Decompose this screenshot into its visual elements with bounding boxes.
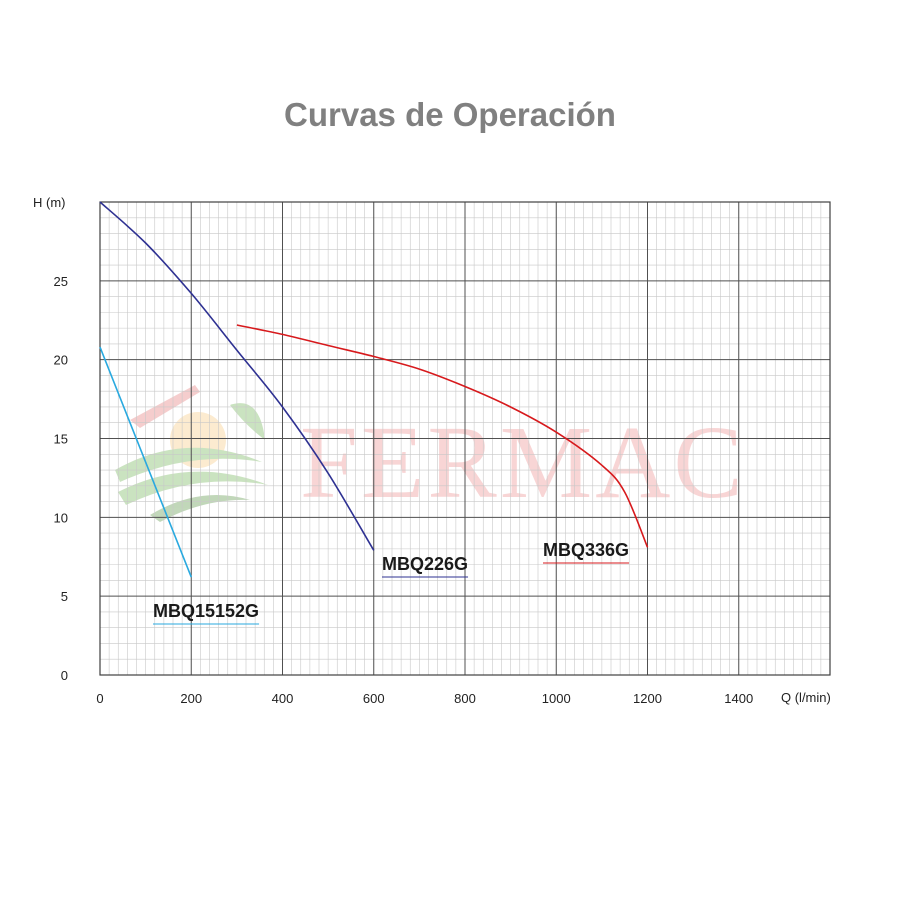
series-label-mbq226g: MBQ226G xyxy=(382,554,468,574)
watermark-text: FERMAC xyxy=(300,405,746,520)
x-tick-label: 600 xyxy=(363,691,385,706)
y-tick-label: 15 xyxy=(54,432,68,447)
series-label-mbq15152g: MBQ15152G xyxy=(153,601,259,621)
x-axis-label: Q (l/min) xyxy=(781,690,831,705)
series-label-mbq336g: MBQ336G xyxy=(543,540,629,560)
series-lines xyxy=(99,201,649,578)
x-tick-label: 0 xyxy=(96,691,103,706)
x-tick-label: 400 xyxy=(272,691,294,706)
y-tick-label: 0 xyxy=(61,668,68,683)
plot-frame xyxy=(99,201,831,676)
series-line-mbq336g xyxy=(236,324,649,548)
y-tick-labels: 0 5 10 15 20 25 xyxy=(54,274,68,683)
series-line-mbq15152g xyxy=(99,346,193,578)
x-tick-label: 1400 xyxy=(724,691,753,706)
axes xyxy=(99,201,831,676)
x-tick-label: 800 xyxy=(454,691,476,706)
y-tick-label: 25 xyxy=(54,274,68,289)
series-line-mbq226g xyxy=(99,201,375,551)
x-tick-label: 200 xyxy=(180,691,202,706)
y-tick-label: 5 xyxy=(61,589,68,604)
x-tick-labels: 0 200 400 600 800 1000 1200 1400 xyxy=(96,691,753,706)
x-tick-label: 1200 xyxy=(633,691,662,706)
chart-title: Curvas de Operación xyxy=(284,96,616,133)
y-tick-label: 20 xyxy=(54,353,68,368)
x-tick-label: 1000 xyxy=(542,691,571,706)
y-axis-label: H (m) xyxy=(33,195,66,210)
series-labels: MBQ15152G MBQ226G MBQ336G xyxy=(153,540,630,625)
y-tick-label: 10 xyxy=(54,510,68,525)
